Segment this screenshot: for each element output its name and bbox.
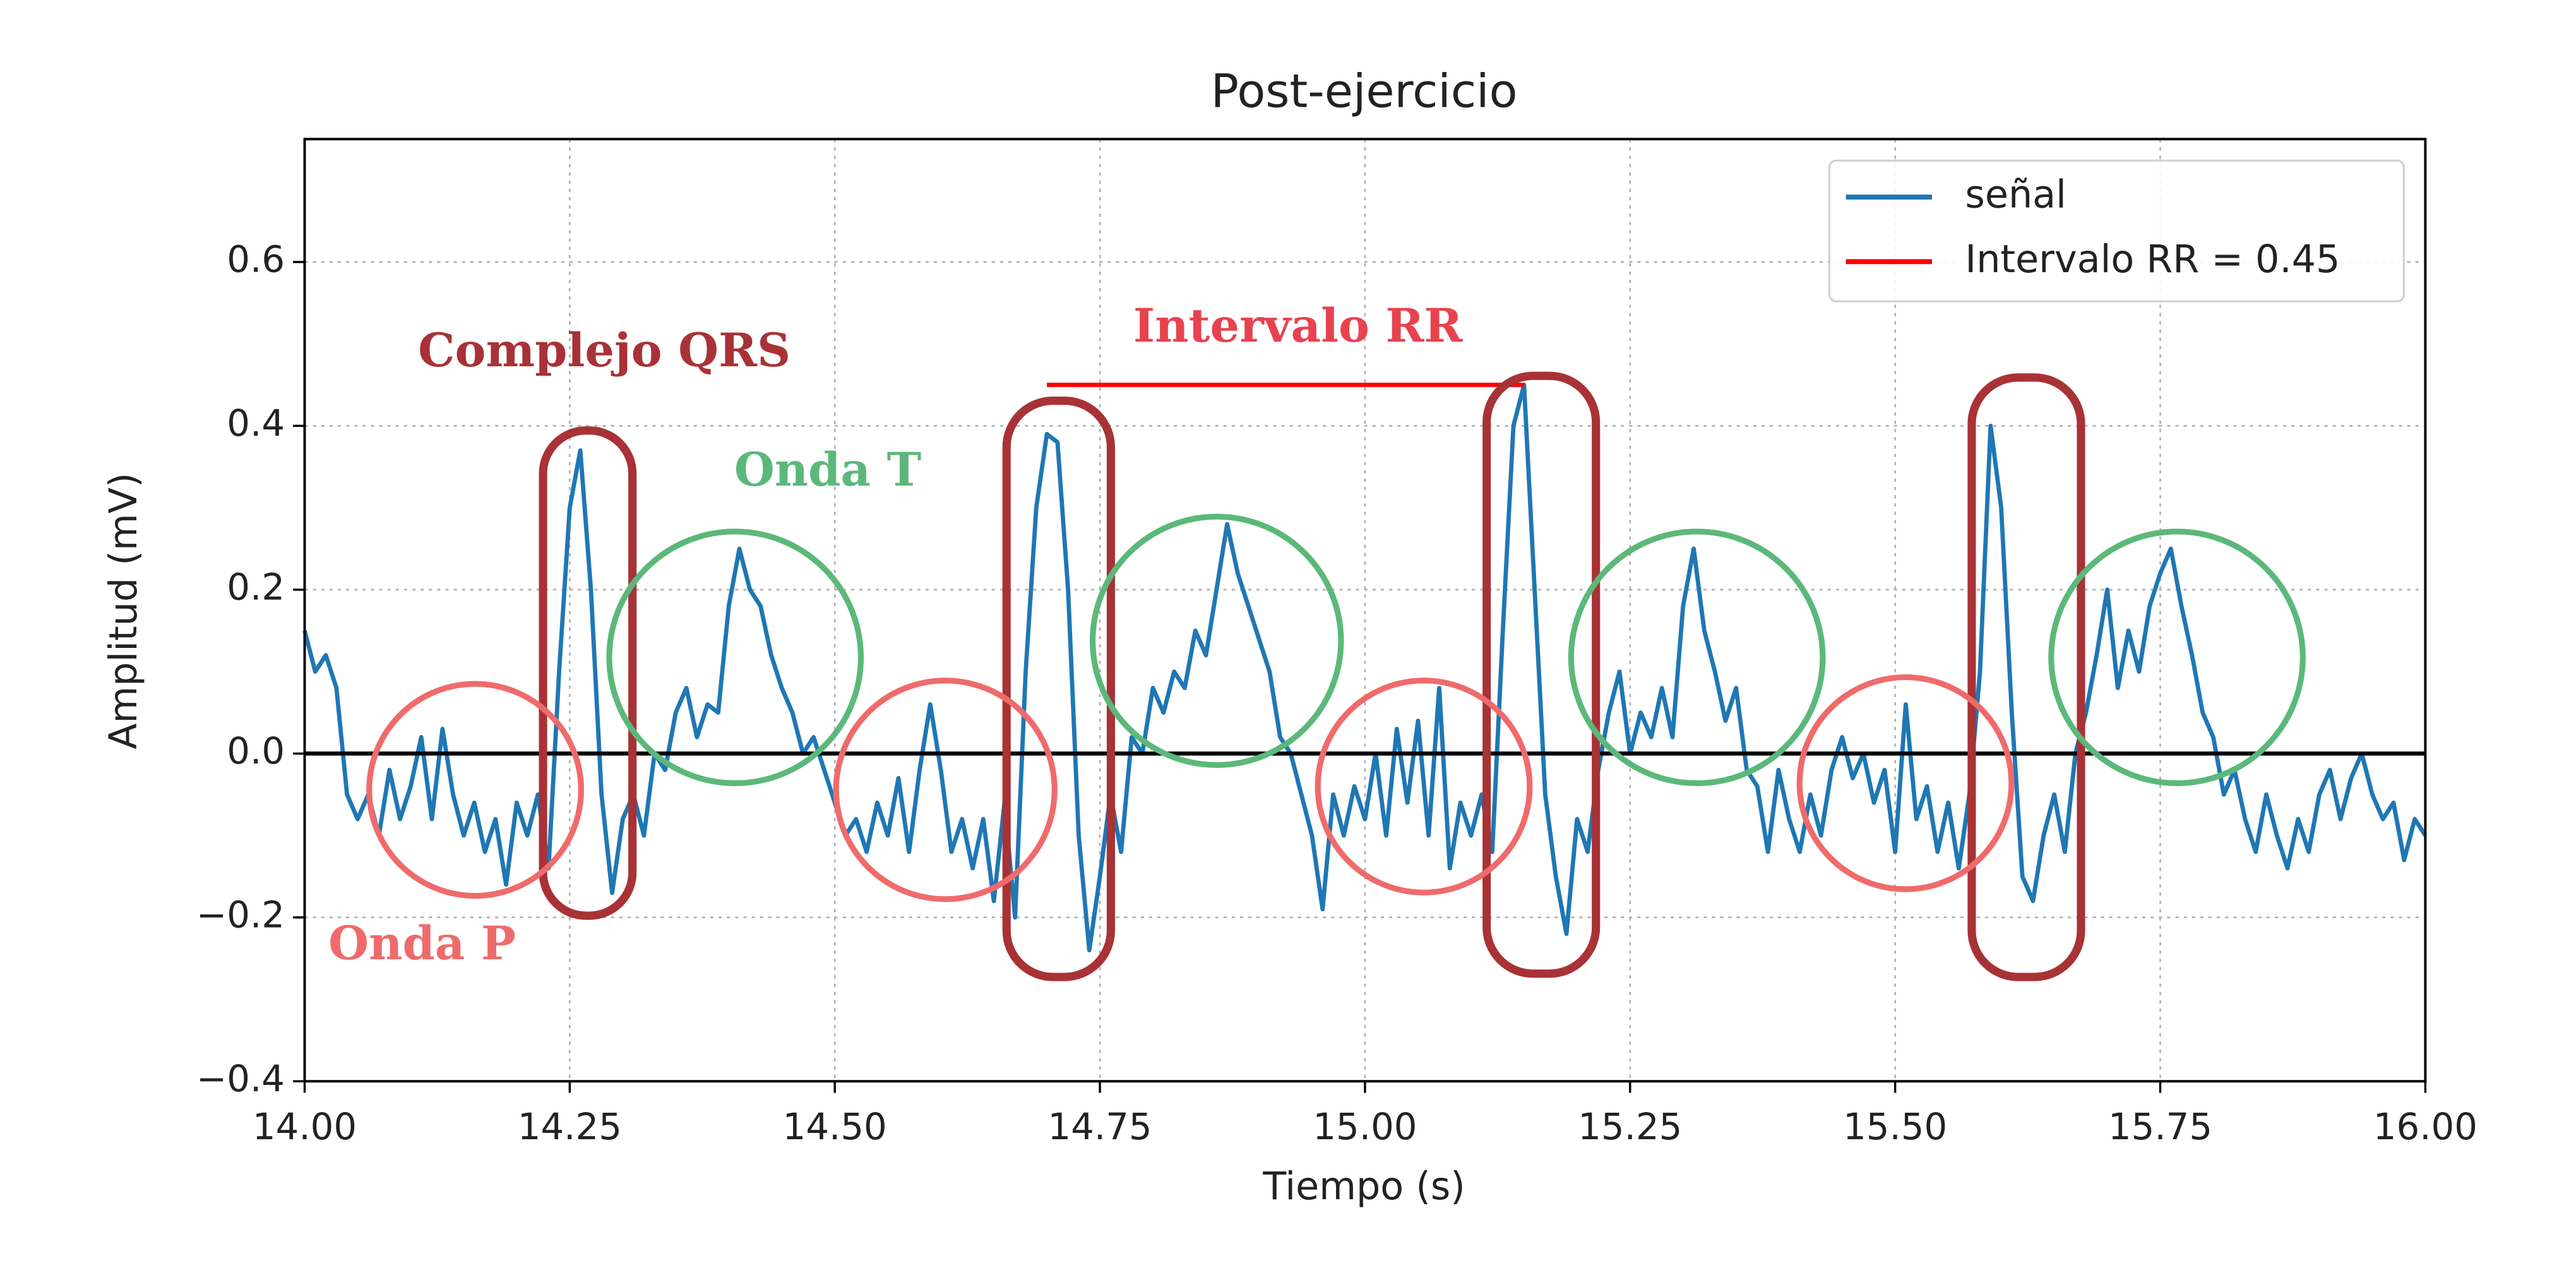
series-line [302, 383, 2428, 953]
x-tick-label: 16.00 [2373, 1105, 2478, 1148]
qrs-box [1482, 371, 1601, 978]
x-tick-label: 14.00 [253, 1105, 357, 1148]
y-axis-label: Amplitud (mV) [102, 472, 146, 749]
chart-title: Post-ejercicio [1211, 64, 1518, 118]
x-tick-label: 15.50 [1843, 1105, 1947, 1148]
qrs-box [1967, 373, 2085, 981]
qrs-box [1002, 396, 1115, 981]
t-wave-circle [1090, 513, 1344, 768]
t-wave-circle [606, 529, 864, 786]
x-tick-label: 14.50 [783, 1105, 887, 1148]
axes-frame [303, 138, 2427, 1083]
y-tick-label: 0.6 [227, 237, 285, 280]
annotation-shapes [366, 371, 2306, 981]
t-wave-circle [1568, 529, 1826, 786]
x-tick-label: 15.25 [1578, 1105, 1682, 1148]
x-tick-label: 15.00 [1313, 1105, 1417, 1148]
annotation: Onda P [328, 916, 516, 971]
x-tick-label: 14.25 [518, 1105, 622, 1148]
y-tick-label: 0.4 [227, 402, 285, 445]
p-wave-circle [366, 681, 584, 899]
legend-box [1828, 159, 2405, 302]
qrs-box [539, 426, 637, 920]
x-tick-label: 14.75 [1048, 1105, 1152, 1148]
legend-label: señal [1965, 173, 2066, 217]
y-tick-label: 0.0 [227, 729, 285, 772]
y-tick-label: −0.2 [196, 893, 285, 936]
x-tick-label: 15.75 [2108, 1105, 2212, 1148]
t-wave-circle [2048, 529, 2306, 786]
x-axis-label: Tiempo (s) [1262, 1164, 1465, 1209]
p-wave-circle [1796, 674, 2015, 892]
y-tick-label: 0.2 [227, 565, 285, 608]
p-wave-circle [833, 678, 1058, 902]
annotation: Intervalo RR [1133, 299, 1464, 353]
annotation: Complejo QRS [418, 323, 790, 378]
y-tick-label: −0.4 [196, 1057, 285, 1100]
p-wave-circle [1315, 678, 1533, 895]
annotation: Onda T [734, 443, 921, 497]
legend-label: Intervalo RR = 0.45 [1965, 237, 2340, 282]
